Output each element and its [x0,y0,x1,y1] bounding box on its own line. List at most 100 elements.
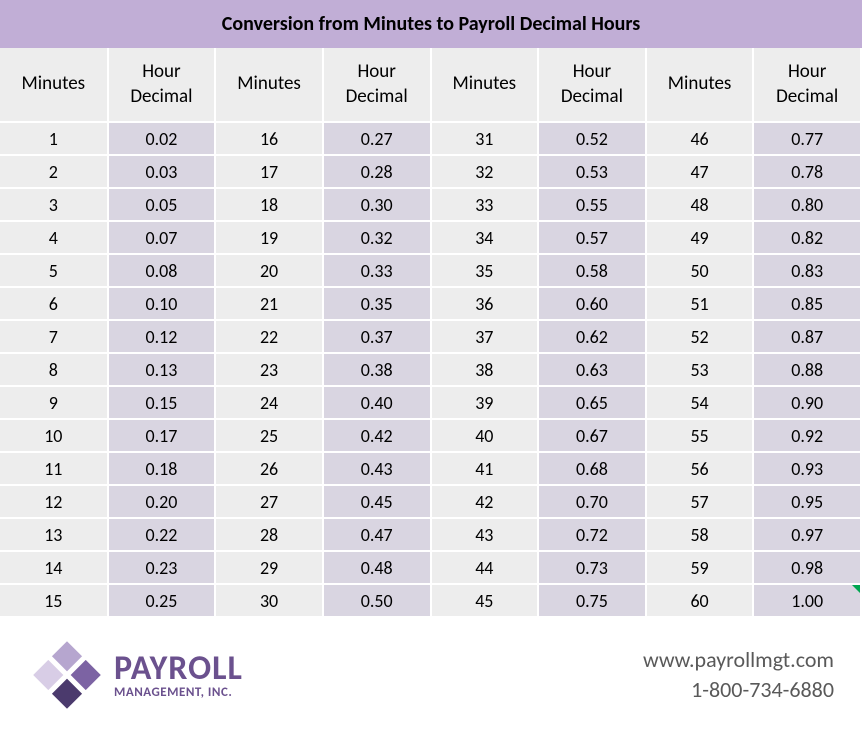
cell-minutes: 16 [215,122,323,155]
cell-minutes: 23 [215,353,323,386]
cell-decimal: 0.33 [323,254,431,287]
cell-decimal: 1.00 [753,584,861,617]
cell-decimal: 0.43 [323,452,431,485]
table-row: 100.17250.42400.67550.92 [0,419,861,452]
cell-minutes: 20 [215,254,323,287]
cell-minutes: 53 [646,353,754,386]
cell-minutes: 42 [431,485,539,518]
cell-minutes: 13 [0,518,108,551]
table-row: 140.23290.48440.73590.98 [0,551,861,584]
cell-decimal: 0.58 [538,254,646,287]
cell-decimal: 0.65 [538,386,646,419]
table-row: 20.03170.28320.53470.78 [0,155,861,188]
cell-minutes: 51 [646,287,754,320]
cell-decimal: 0.60 [538,287,646,320]
cell-minutes: 41 [431,452,539,485]
contact-website: www.payrollmgt.com [643,645,834,675]
cell-decimal: 0.90 [753,386,861,419]
table-row: 40.07190.32340.57490.82 [0,221,861,254]
table-row: 130.22280.47430.72580.97 [0,518,861,551]
cell-decimal: 0.62 [538,320,646,353]
cell-minutes: 32 [431,155,539,188]
cell-decimal: 0.13 [108,353,216,386]
cell-decimal: 0.18 [108,452,216,485]
cell-decimal: 0.20 [108,485,216,518]
cell-minutes: 2 [0,155,108,188]
cell-minutes: 54 [646,386,754,419]
cell-minutes: 7 [0,320,108,353]
cell-decimal: 0.38 [323,353,431,386]
cell-decimal: 0.80 [753,188,861,221]
cell-minutes: 27 [215,485,323,518]
cell-minutes: 1 [0,122,108,155]
cell-minutes: 59 [646,551,754,584]
cell-decimal: 0.98 [753,551,861,584]
cell-minutes: 48 [646,188,754,221]
col-header-minutes: Minutes [0,48,108,122]
cell-minutes: 38 [431,353,539,386]
col-header-decimal: HourDecimal [753,48,861,122]
cell-minutes: 14 [0,551,108,584]
cell-decimal: 0.35 [323,287,431,320]
cell-minutes: 60 [646,584,754,617]
cell-minutes: 36 [431,287,539,320]
col-header-minutes: Minutes [646,48,754,122]
diamond-logo-icon [28,636,106,714]
cell-decimal: 0.05 [108,188,216,221]
cell-decimal: 0.48 [323,551,431,584]
col-header-decimal: HourDecimal [108,48,216,122]
cell-decimal: 0.23 [108,551,216,584]
table-row: 70.12220.37370.62520.87 [0,320,861,353]
cell-minutes: 9 [0,386,108,419]
cell-decimal: 0.97 [753,518,861,551]
col-header-decimal: HourDecimal [323,48,431,122]
cell-minutes: 43 [431,518,539,551]
cell-decimal: 0.95 [753,485,861,518]
cell-decimal: 0.17 [108,419,216,452]
table-row: 50.08200.33350.58500.83 [0,254,861,287]
cell-decimal: 0.07 [108,221,216,254]
cell-minutes: 26 [215,452,323,485]
logo-company-name: PAYROLL [114,652,243,686]
cell-decimal: 0.53 [538,155,646,188]
cell-decimal: 0.10 [108,287,216,320]
cell-minutes: 17 [215,155,323,188]
table-row: 10.02160.27310.52460.77 [0,122,861,155]
cell-decimal: 0.57 [538,221,646,254]
cell-minutes: 34 [431,221,539,254]
cell-decimal: 0.15 [108,386,216,419]
table-row: 90.15240.40390.65540.90 [0,386,861,419]
cell-minutes: 15 [0,584,108,617]
cell-decimal: 0.08 [108,254,216,287]
cell-decimal: 0.85 [753,287,861,320]
cell-minutes: 50 [646,254,754,287]
footer: PAYROLL MANAGEMENT, INC. www.payrollmgt.… [0,618,862,714]
cell-minutes: 58 [646,518,754,551]
cell-minutes: 31 [431,122,539,155]
cell-decimal: 0.30 [323,188,431,221]
cell-minutes: 37 [431,320,539,353]
cell-decimal: 0.40 [323,386,431,419]
cell-minutes: 10 [0,419,108,452]
cell-decimal: 0.73 [538,551,646,584]
cell-minutes: 52 [646,320,754,353]
table-header-row: MinutesHourDecimalMinutesHourDecimalMinu… [0,48,861,122]
cell-minutes: 30 [215,584,323,617]
cell-decimal: 0.77 [753,122,861,155]
cell-minutes: 49 [646,221,754,254]
cell-minutes: 57 [646,485,754,518]
table-row: 120.20270.45420.70570.95 [0,485,861,518]
cell-minutes: 8 [0,353,108,386]
cell-minutes: 39 [431,386,539,419]
conversion-table: MinutesHourDecimalMinutesHourDecimalMinu… [0,48,862,618]
col-header-decimal: HourDecimal [538,48,646,122]
cell-decimal: 0.87 [753,320,861,353]
cell-decimal: 0.88 [753,353,861,386]
cell-decimal: 0.72 [538,518,646,551]
cell-decimal: 0.37 [323,320,431,353]
cell-minutes: 21 [215,287,323,320]
cell-decimal: 0.63 [538,353,646,386]
cell-minutes: 56 [646,452,754,485]
cell-decimal: 0.12 [108,320,216,353]
cell-minutes: 24 [215,386,323,419]
